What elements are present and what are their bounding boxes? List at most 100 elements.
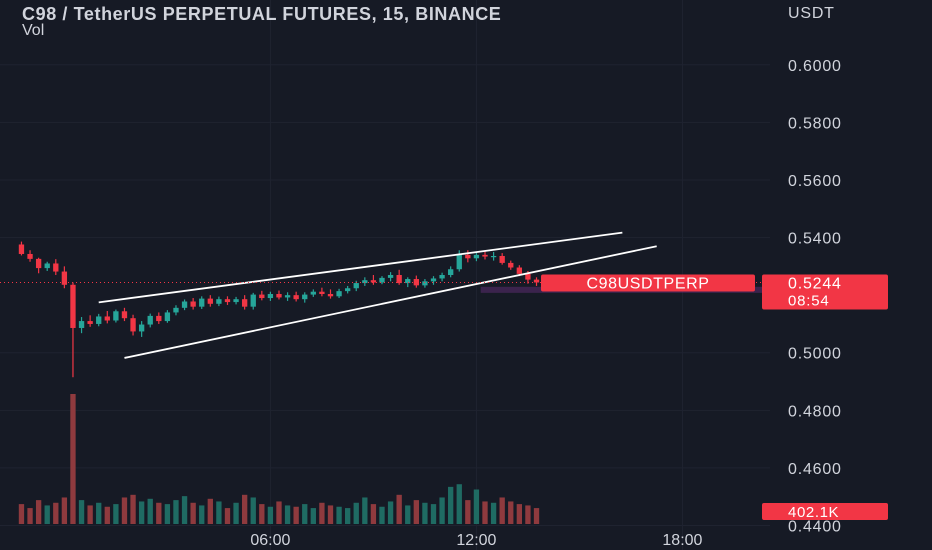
candle-body[interactable] xyxy=(508,262,514,268)
volume-bar xyxy=(181,496,188,524)
volume-bar xyxy=(293,506,299,524)
candle-body[interactable] xyxy=(327,294,334,297)
candle-body[interactable] xyxy=(533,279,540,283)
candle-body[interactable] xyxy=(147,315,153,325)
candle-body[interactable] xyxy=(370,280,377,283)
candle-body[interactable] xyxy=(319,291,325,295)
symbol-tag-bg xyxy=(541,274,755,292)
candle-body[interactable] xyxy=(516,267,523,274)
candle-body[interactable] xyxy=(430,278,437,282)
volume-bar xyxy=(482,501,488,524)
volume-bar xyxy=(499,497,505,524)
candle-body[interactable] xyxy=(44,263,50,269)
y-tick-label: 0.4600 xyxy=(788,461,842,478)
candle-body[interactable] xyxy=(121,311,128,319)
y-tick-label: 0.4400 xyxy=(788,519,842,536)
candle-body[interactable] xyxy=(138,324,145,332)
volume-bar xyxy=(379,506,385,524)
candle-body[interactable] xyxy=(61,271,68,285)
candle-body[interactable] xyxy=(173,307,179,313)
volume-bar xyxy=(259,504,265,524)
candle-body[interactable] xyxy=(18,244,25,254)
y-tick-label: 0.5800 xyxy=(788,115,842,132)
candle-body[interactable] xyxy=(465,254,471,259)
candle-body[interactable] xyxy=(190,301,196,307)
volume-bar xyxy=(121,497,128,524)
candle-body[interactable] xyxy=(130,318,136,332)
volume-bar xyxy=(327,505,334,524)
volume-indicator-label[interactable]: Vol xyxy=(22,22,45,39)
candle-body[interactable] xyxy=(302,294,308,300)
candle-body[interactable] xyxy=(499,255,505,263)
candle-body[interactable] xyxy=(336,291,342,297)
volume-bar xyxy=(516,504,523,524)
symbol-tag: C98USDTPERP xyxy=(586,275,709,292)
trendline[interactable] xyxy=(98,231,623,304)
candle-body[interactable] xyxy=(387,275,394,278)
candle-body[interactable] xyxy=(473,254,480,259)
candle-body[interactable] xyxy=(250,294,256,307)
bar-countdown: 08:54 xyxy=(788,292,830,309)
candle-body[interactable] xyxy=(53,263,59,272)
candle-body[interactable] xyxy=(490,255,497,258)
candle-body[interactable] xyxy=(456,254,462,270)
candle-body[interactable] xyxy=(78,321,85,328)
candle-body[interactable] xyxy=(233,299,239,303)
candle-body[interactable] xyxy=(113,311,119,321)
candle-body[interactable] xyxy=(422,281,428,286)
volume-bar xyxy=(362,497,368,524)
volume-bar xyxy=(224,508,231,524)
candle-body[interactable] xyxy=(396,275,402,284)
candle-body[interactable] xyxy=(70,284,76,328)
y-tick-label: 0.5600 xyxy=(788,173,842,190)
volume-bar xyxy=(319,502,325,524)
volume-bar xyxy=(35,500,42,524)
candle-body[interactable] xyxy=(362,280,368,284)
candle-body[interactable] xyxy=(405,279,411,284)
candle-body[interactable] xyxy=(525,273,531,280)
candle-body[interactable] xyxy=(181,301,188,308)
trendline[interactable] xyxy=(124,245,657,359)
candle-body[interactable] xyxy=(284,295,291,298)
candle-body[interactable] xyxy=(482,254,488,257)
candle-body[interactable] xyxy=(216,299,222,304)
candle-body[interactable] xyxy=(241,299,248,307)
volume-bar xyxy=(344,508,351,524)
volume-bar xyxy=(302,504,308,524)
x-tick-label: 18:00 xyxy=(662,532,702,549)
candle-body[interactable] xyxy=(439,275,445,279)
candle-body[interactable] xyxy=(276,294,282,298)
volume-bar xyxy=(87,505,93,524)
candle-body[interactable] xyxy=(353,283,359,289)
candle-body[interactable] xyxy=(199,298,205,307)
volume-bar xyxy=(216,501,222,524)
volume-bar xyxy=(353,502,359,524)
candle-body[interactable] xyxy=(379,277,385,283)
volume-bar xyxy=(465,500,471,524)
candle-body[interactable] xyxy=(27,253,33,259)
candle-body[interactable] xyxy=(35,258,42,269)
candle-body[interactable] xyxy=(259,294,265,299)
volume-bar xyxy=(78,500,85,524)
candle-body[interactable] xyxy=(267,294,274,299)
volume-bar xyxy=(310,508,316,524)
y-tick-label: 0.4800 xyxy=(788,403,842,420)
candle-body[interactable] xyxy=(156,315,162,322)
volume-bar xyxy=(473,489,480,524)
candle-body[interactable] xyxy=(164,312,171,322)
candle-body[interactable] xyxy=(87,321,93,324)
candle-body[interactable] xyxy=(310,291,316,295)
candle-body[interactable] xyxy=(344,288,351,292)
candle-body[interactable] xyxy=(207,298,213,304)
candle-body[interactable] xyxy=(104,316,110,321)
volume-bar xyxy=(44,505,50,524)
volume-bar xyxy=(387,501,394,524)
candle-body[interactable] xyxy=(448,269,454,275)
candle-body[interactable] xyxy=(96,316,102,324)
candle-body[interactable] xyxy=(224,299,231,303)
candle-body[interactable] xyxy=(293,295,299,300)
volume-bar xyxy=(439,497,445,524)
volume-bar xyxy=(413,500,419,524)
